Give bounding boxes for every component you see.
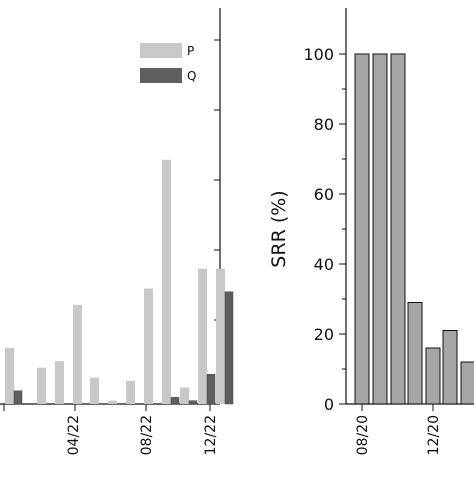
right-bar-6	[460, 361, 474, 405]
left-bar-Q-8	[170, 397, 180, 405]
left-bar-P-7	[144, 288, 153, 404]
left-bar-P-6	[126, 380, 135, 404]
left-bar-P-4	[90, 377, 99, 404]
legend-swatch-P	[140, 43, 182, 58]
right-bar-5	[442, 330, 458, 405]
left-bar-P-1	[37, 367, 46, 404]
left-bar-P-9	[180, 387, 189, 404]
right-bar-3	[407, 302, 423, 405]
legend-label-Q: Q	[187, 69, 196, 83]
left-bar-Q-11	[224, 291, 234, 405]
left-bar-Q-9	[188, 400, 198, 405]
left-bar-Q-10	[206, 374, 216, 405]
left-bar-Q-0	[13, 390, 23, 405]
legend-label-P: P	[187, 44, 194, 58]
right-x-tick-label: 08/20	[355, 415, 371, 455]
right-y-tick-label: 80	[314, 115, 334, 134]
legend-swatch-Q	[140, 68, 182, 83]
right-y-axis-title: SRR (%)	[268, 190, 290, 267]
left-bar-P-0	[5, 347, 14, 404]
left-bar-P-11	[216, 268, 225, 404]
right-y-tick-label: 100	[303, 45, 334, 64]
right-bar-0	[354, 53, 370, 405]
left-x-tick-label: 04/22	[66, 415, 82, 455]
right-bar-4	[425, 347, 441, 405]
right-y-tick-label: 0	[324, 395, 334, 414]
right-bar-1	[372, 53, 388, 405]
left-x-tick-label: 08/22	[139, 415, 155, 455]
left-bar-P-10	[198, 268, 207, 404]
left-bar-P-2	[55, 361, 64, 404]
left-bar-P-8	[162, 159, 171, 404]
right-x-tick-label: 12/20	[426, 415, 442, 455]
right-y-tick-label: 60	[314, 185, 334, 204]
right-y-tick-label: 20	[314, 325, 334, 344]
left-bar-P-5	[108, 400, 117, 404]
left-x-tick-label: 12/22	[203, 415, 219, 455]
right-y-tick-label: 40	[314, 255, 334, 274]
left-bar-P-3	[73, 305, 82, 404]
right-bar-2	[390, 53, 406, 405]
